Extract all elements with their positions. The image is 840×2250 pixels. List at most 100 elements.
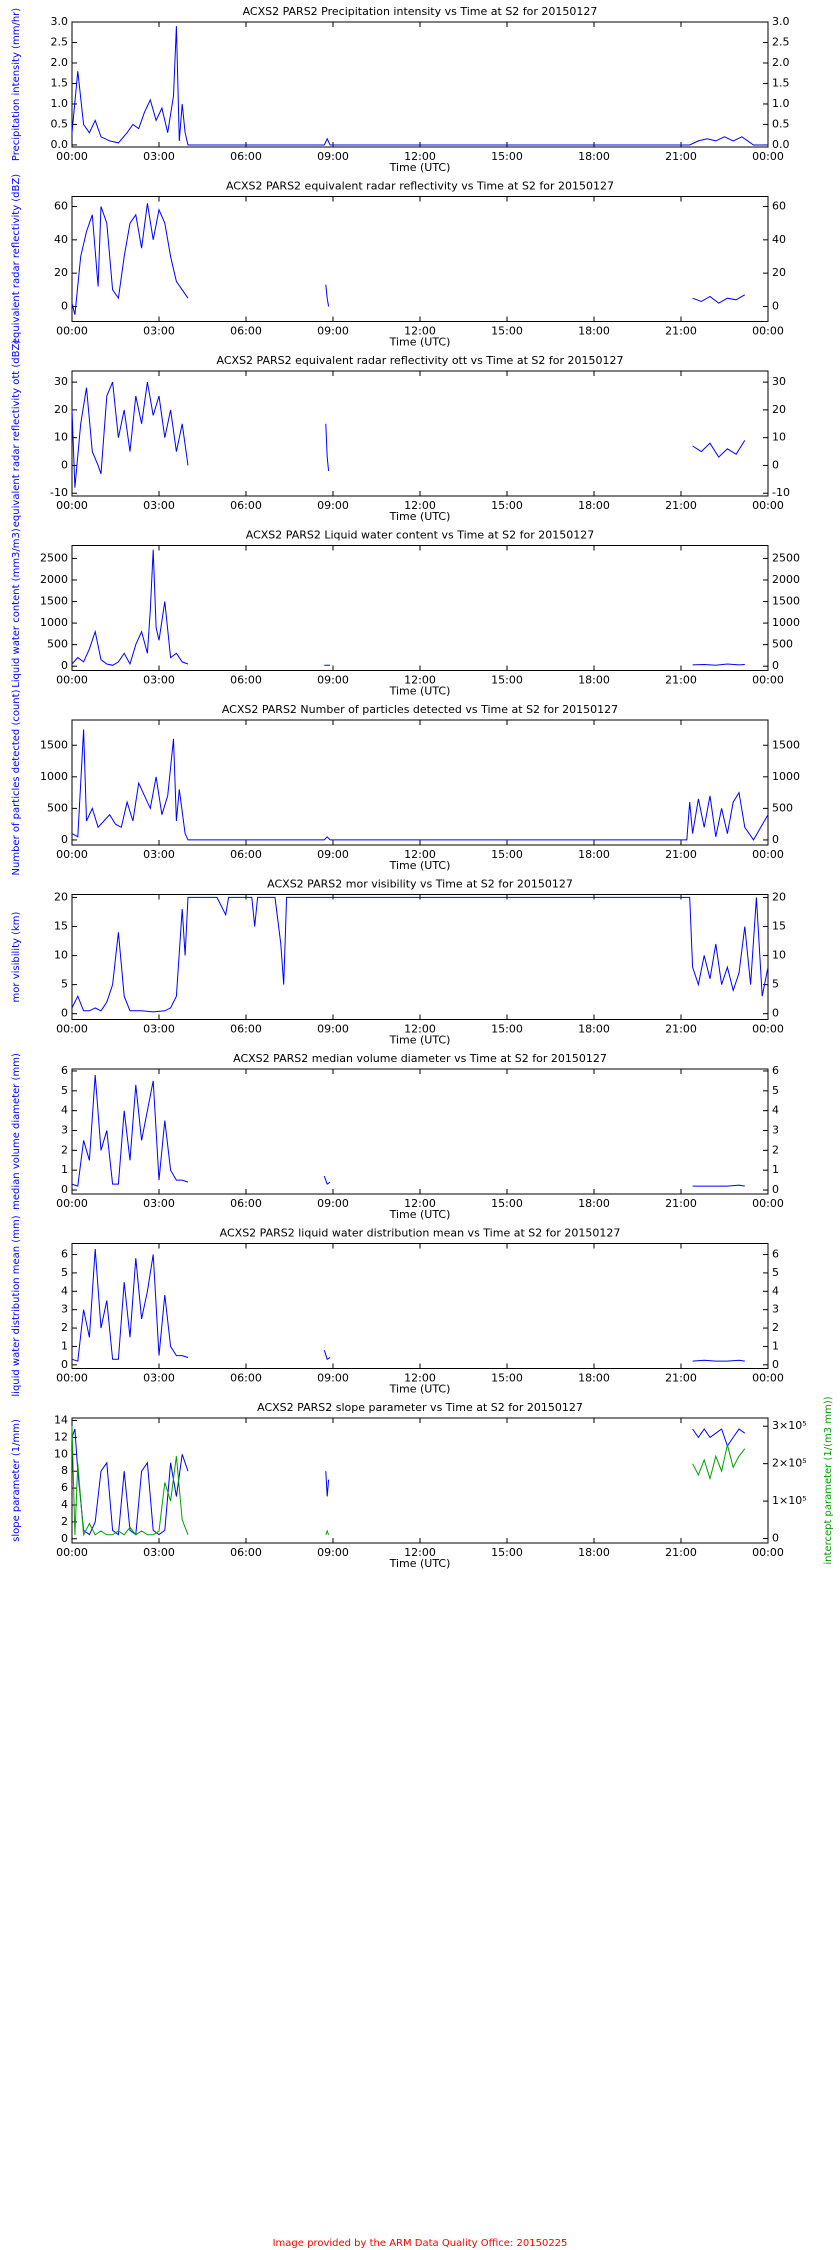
y-tick-label: 5 [61, 1084, 68, 1097]
y-tick-label: 60 [772, 200, 786, 213]
plot-frame [71, 370, 769, 497]
y-tick-label: 2000 [40, 573, 68, 586]
y-tick-label: 2 [61, 1143, 68, 1156]
y-tick-label: 0 [61, 833, 68, 846]
x-tick-label: 15:00 [491, 848, 523, 861]
x-tick-label: 12:00 [404, 325, 436, 338]
x-tick-label: 18:00 [578, 1546, 610, 1559]
data-line [71, 1426, 746, 1537]
y-axis-label: median volume diameter (mm) [11, 1053, 22, 1210]
x-tick-label: 00:00 [752, 848, 784, 861]
y-tick-label: 0 [772, 833, 779, 846]
y-tick-label: 0 [61, 1183, 68, 1196]
x-tick-label: 21:00 [665, 1546, 697, 1559]
x-tick-label: 00:00 [752, 499, 784, 512]
y-tick-label: 40 [772, 233, 786, 246]
y-tick-label: 10 [772, 431, 786, 444]
y-tick-label: 1500 [40, 738, 68, 751]
y2-tick-label: 3×10⁵ [772, 1419, 807, 1432]
y-tick-label: 6 [772, 1064, 779, 1077]
x-axis-label: Time (UTC) [389, 685, 451, 698]
y-tick-label: -10 [772, 486, 790, 499]
data-line [71, 203, 746, 315]
x-tick-label: 21:00 [665, 1372, 697, 1385]
x-tick-label: 09:00 [317, 1023, 349, 1036]
y-tick-label: 6 [772, 1248, 779, 1261]
y-tick-label: 0.0 [51, 138, 69, 151]
x-tick-label: 12:00 [404, 1023, 436, 1036]
y-tick-label: 0 [61, 1532, 68, 1545]
y-tick-label: 60 [54, 200, 68, 213]
y-tick-label: 15 [772, 919, 786, 932]
y-tick-label: 0 [772, 659, 779, 672]
y-tick-label: 10 [54, 1447, 68, 1460]
y-tick-label: 1000 [772, 770, 800, 783]
y-tick-label: 1 [772, 1339, 779, 1352]
y-tick-label: 4 [61, 1284, 68, 1297]
x-tick-label: 18:00 [578, 1372, 610, 1385]
chart-title: ACXS2 PARS2 median volume diameter vs Ti… [233, 1052, 607, 1065]
x-tick-label: 18:00 [578, 325, 610, 338]
y-tick-label: 1 [61, 1339, 68, 1352]
x-tick-label: 12:00 [404, 1197, 436, 1210]
y2-axis-label: intercept parameter (1/(m3 mm)) [823, 1396, 834, 1564]
y-tick-label: 2 [61, 1321, 68, 1334]
x-tick-label: 00:00 [56, 325, 88, 338]
y-tick-label: 0 [772, 458, 779, 471]
plot-frame [71, 894, 769, 1020]
y-tick-label: 2 [772, 1143, 779, 1156]
chart-title: ACXS2 PARS2 Precipitation intensity vs T… [243, 5, 598, 18]
y-tick-label: 3 [772, 1124, 779, 1137]
y-axis-label: equivalent radar reflectivity ott (dBZ) [11, 340, 22, 528]
plot-frame [71, 545, 769, 671]
y-tick-label: 10 [54, 949, 68, 962]
x-tick-label: 09:00 [317, 325, 349, 338]
x-tick-label: 00:00 [752, 674, 784, 687]
y2-tick-label: 2×10⁵ [772, 1457, 807, 1470]
x-tick-label: 21:00 [665, 1023, 697, 1036]
plot-frame [71, 196, 769, 322]
x-tick-label: 00:00 [56, 848, 88, 861]
x-axis-label: Time (UTC) [389, 1034, 451, 1047]
x-tick-label: 09:00 [317, 674, 349, 687]
plot-frame [71, 1417, 769, 1544]
y-tick-label: 0 [772, 300, 779, 313]
y-tick-label: 0 [61, 1007, 68, 1020]
y-tick-label: 4 [772, 1104, 779, 1117]
x-tick-label: 09:00 [317, 150, 349, 163]
y-tick-label: 1.0 [51, 97, 69, 110]
y-tick-label: 8 [61, 1464, 68, 1477]
x-tick-label: 18:00 [578, 1197, 610, 1210]
x-tick-label: 18:00 [578, 499, 610, 512]
x-tick-label: 15:00 [491, 150, 523, 163]
x-tick-label: 00:00 [752, 1197, 784, 1210]
x-tick-label: 21:00 [665, 674, 697, 687]
data-line [71, 1428, 746, 1536]
x-tick-label: 18:00 [578, 674, 610, 687]
y-tick-label: 4 [61, 1498, 68, 1511]
x-tick-label: 12:00 [404, 499, 436, 512]
x-tick-label: 03:00 [143, 1023, 175, 1036]
x-tick-label: 09:00 [317, 1197, 349, 1210]
x-tick-label: 09:00 [317, 499, 349, 512]
y-tick-label: 500 [772, 801, 793, 814]
y-tick-label: 2 [61, 1515, 68, 1528]
y-tick-label: 10 [54, 431, 68, 444]
x-tick-label: 00:00 [752, 1546, 784, 1559]
y-tick-label: 1 [772, 1163, 779, 1176]
x-tick-label: 12:00 [404, 848, 436, 861]
y-tick-label: 0 [772, 1358, 779, 1371]
y-tick-label: 500 [47, 801, 68, 814]
x-tick-label: 18:00 [578, 848, 610, 861]
x-tick-label: 21:00 [665, 499, 697, 512]
y-tick-label: 1500 [772, 738, 800, 751]
x-tick-label: 21:00 [665, 848, 697, 861]
chart-title: ACXS2 PARS2 liquid water distribution me… [220, 1227, 621, 1240]
y-tick-label: 1500 [772, 595, 800, 608]
y-axis-label: mor visibility (km) [11, 911, 22, 1002]
x-tick-label: 15:00 [491, 1546, 523, 1559]
data-line [71, 26, 768, 146]
y-tick-label: 0 [61, 659, 68, 672]
x-tick-label: 09:00 [317, 848, 349, 861]
x-tick-label: 00:00 [752, 325, 784, 338]
